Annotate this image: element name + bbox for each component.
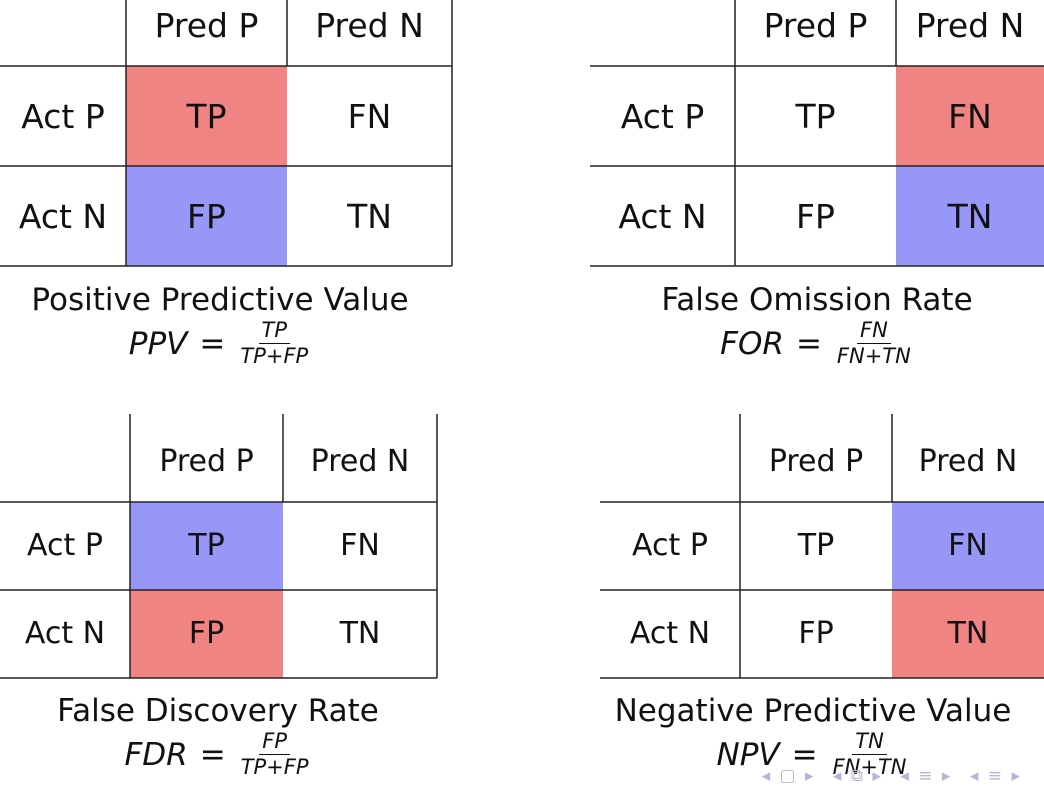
npv-caption-title: Negative Predictive Value <box>614 693 1012 729</box>
npv-formula-denominator: FN+TN <box>832 755 907 779</box>
for-grid-lines <box>590 0 1044 267</box>
fdr-header-pred-p: Pred P <box>159 444 254 479</box>
fdr-panel: Pred P Pred N Act P Act N TP FN FP TN Fa… <box>0 414 460 790</box>
ppv-grid-lines <box>0 0 453 267</box>
npv-header-pred-p: Pred P <box>768 444 864 479</box>
ppv-cell-fp: FP <box>187 196 226 236</box>
ppv-panel: Pred P Pred N Act P Act N TP FN FP TN Po… <box>0 0 460 390</box>
nav-frame-icon[interactable]: ◂ ▢ ▸ <box>761 766 816 786</box>
fdr-fraction: FP TP+FP <box>238 731 312 778</box>
ppv-cell-tn: TN <box>347 196 392 236</box>
fdr-cell-fn: FN <box>340 528 380 563</box>
npv-cell-tn-bg <box>892 590 1044 678</box>
fdr-formula-denominator: TP+FP <box>240 755 309 779</box>
ppv-header-pred-p: Pred P <box>154 5 259 45</box>
ppv-header-act-p: Act P <box>21 96 105 136</box>
ppv-formula: PPV = TP TP+FP <box>129 320 311 367</box>
for-formula-denominator: FN+TN <box>836 344 911 368</box>
npv-cell-tp: TP <box>797 528 835 563</box>
for-caption: False Omission Rate FOR = FN FN+TN <box>590 285 1044 367</box>
npv-panel: Pred P Pred N Act P Act N TP FN FP TN Ne… <box>600 414 1044 790</box>
fdr-formula-eq: = <box>199 736 226 773</box>
npv-cell-tn: TN <box>947 616 989 651</box>
npv-grid-lines <box>600 414 1044 679</box>
ppv-formula-denominator: TP+FP <box>240 344 309 368</box>
ppv-cell-tp-bg <box>126 66 287 166</box>
fdr-cell-tp-bg <box>130 502 283 590</box>
npv-header-act-n: Act N <box>629 616 711 651</box>
for-cell-fn: FN <box>948 96 992 136</box>
nav-section-icon[interactable]: ◂ ≡ ▸ <box>900 766 953 786</box>
ppv-cell-fn: FN <box>347 96 392 136</box>
npv-cell-fn-bg <box>892 502 1044 590</box>
fdr-cell-tn: TN <box>339 616 381 651</box>
for-formula-lhs: FOR <box>720 325 784 362</box>
for-cell-fp: FP <box>796 196 835 236</box>
npv-header-pred-n: Pred N <box>918 444 1018 479</box>
npv-formula: NPV = TN FN+TN <box>717 731 910 778</box>
for-header-pred-p: Pred P <box>763 5 868 45</box>
for-panel: Pred P Pred N Act P Act N TP FN FP TN Fa… <box>590 0 1044 390</box>
fdr-cell-tp: TP <box>188 528 225 563</box>
fdr-caption-title: False Discovery Rate <box>57 693 379 729</box>
npv-cell-fn: FN <box>948 528 988 563</box>
fdr-header-act-n: Act N <box>24 616 106 651</box>
npv-cell-fp: FP <box>798 616 834 651</box>
fdr-grid-lines <box>0 414 438 679</box>
for-formula: FOR = FN FN+TN <box>720 320 914 367</box>
for-formula-numerator: FN <box>856 320 891 344</box>
slide-navigation[interactable]: ◂ ▢ ▸ ◂ ⧉ ▸ ◂ ≡ ▸ ◂ ≡ ▸ <box>752 766 1022 786</box>
for-header-act-p: Act P <box>620 96 705 136</box>
nav-document-icon[interactable]: ◂ ≡ ▸ <box>969 766 1022 786</box>
npv-formula-eq: = <box>791 736 818 773</box>
ppv-cell-tp: TP <box>186 96 227 136</box>
npv-fraction: TN FN+TN <box>830 731 910 778</box>
fdr-formula-numerator: FP <box>259 731 290 755</box>
ppv-header-act-n: Act N <box>18 196 108 236</box>
for-cell-tn: TN <box>947 196 993 236</box>
npv-caption: Negative Predictive Value NPV = TN FN+TN <box>600 696 1026 778</box>
ppv-cell-fp-bg <box>126 166 287 266</box>
for-formula-eq: = <box>795 325 822 362</box>
ppv-formula-lhs: PPV <box>128 325 188 362</box>
ppv-fraction: TP TP+FP <box>237 320 311 367</box>
for-fraction: FN FN+TN <box>834 320 914 367</box>
npv-header-act-p: Act P <box>632 528 708 563</box>
for-cell-tn-bg <box>896 166 1044 266</box>
for-caption-title: False Omission Rate <box>661 282 973 318</box>
ppv-formula-numerator: TP <box>258 320 291 344</box>
for-header-act-n: Act N <box>618 196 707 236</box>
fdr-cell-fp: FP <box>188 616 225 651</box>
for-cell-tp: TP <box>795 96 836 136</box>
fdr-header-pred-n: Pred N <box>310 444 410 479</box>
ppv-header-pred-n: Pred N <box>315 5 424 45</box>
ppv-caption: Positive Predictive Value PPV = TP TP+FP <box>0 285 440 367</box>
nav-subsection-icon[interactable]: ◂ ⧉ ▸ <box>832 766 883 786</box>
ppv-caption-title: Positive Predictive Value <box>31 282 409 318</box>
fdr-cell-fp-bg <box>130 590 283 678</box>
for-header-pred-n: Pred N <box>915 5 1025 45</box>
fdr-caption: False Discovery Rate FDR = FP TP+FP <box>0 696 436 778</box>
npv-formula-numerator: TN <box>852 731 887 755</box>
fdr-formula-lhs: FDR <box>124 736 188 773</box>
fdr-formula: FDR = FP TP+FP <box>124 731 311 778</box>
ppv-formula-eq: = <box>199 325 226 362</box>
npv-formula-lhs: NPV <box>716 736 780 773</box>
for-cell-fn-bg <box>896 66 1044 166</box>
fdr-header-act-p: Act P <box>27 528 103 563</box>
